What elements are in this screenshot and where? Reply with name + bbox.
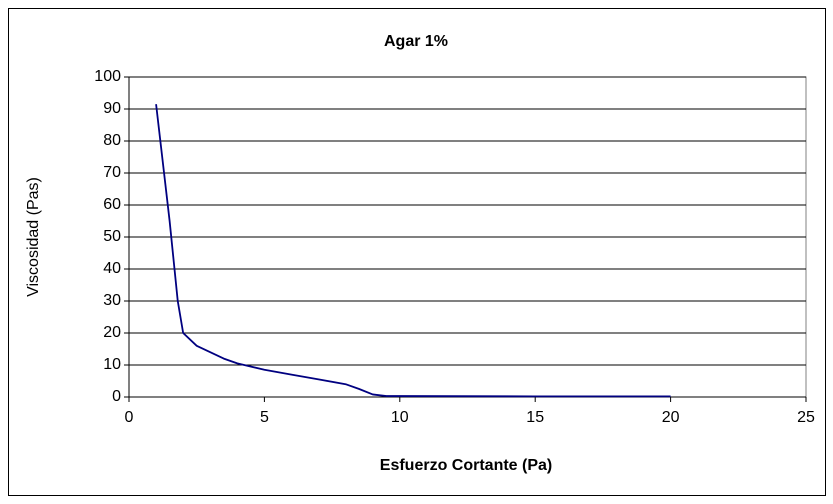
x-tick-label: 10 xyxy=(391,409,409,426)
x-tick-label: 20 xyxy=(662,409,680,426)
y-axis-label: Viscosidad (Pas) xyxy=(25,177,42,297)
y-tick-label: 20 xyxy=(103,324,121,341)
y-tick-label: 40 xyxy=(103,260,121,277)
y-tick-label: 90 xyxy=(103,100,121,117)
x-tick-label: 0 xyxy=(125,409,134,426)
x-axis-label: Esfuerzo Cortante (Pa) xyxy=(380,457,552,474)
data-line xyxy=(155,104,671,398)
x-tick-label: 5 xyxy=(260,409,269,426)
y-tick-label: 80 xyxy=(103,132,121,149)
chart-title: Agar 1% xyxy=(384,33,448,50)
x-tick-label: 15 xyxy=(526,409,544,426)
y-tick-label: 50 xyxy=(103,228,121,245)
y-tick-label: 0 xyxy=(112,388,121,405)
y-tick-label: 70 xyxy=(103,164,121,181)
y-tick-label: 100 xyxy=(94,68,121,85)
y-tick-label: 30 xyxy=(103,292,121,309)
x-tick-label: 25 xyxy=(797,409,815,426)
y-tick-label: 60 xyxy=(103,196,121,213)
y-tick-label: 10 xyxy=(103,356,121,373)
